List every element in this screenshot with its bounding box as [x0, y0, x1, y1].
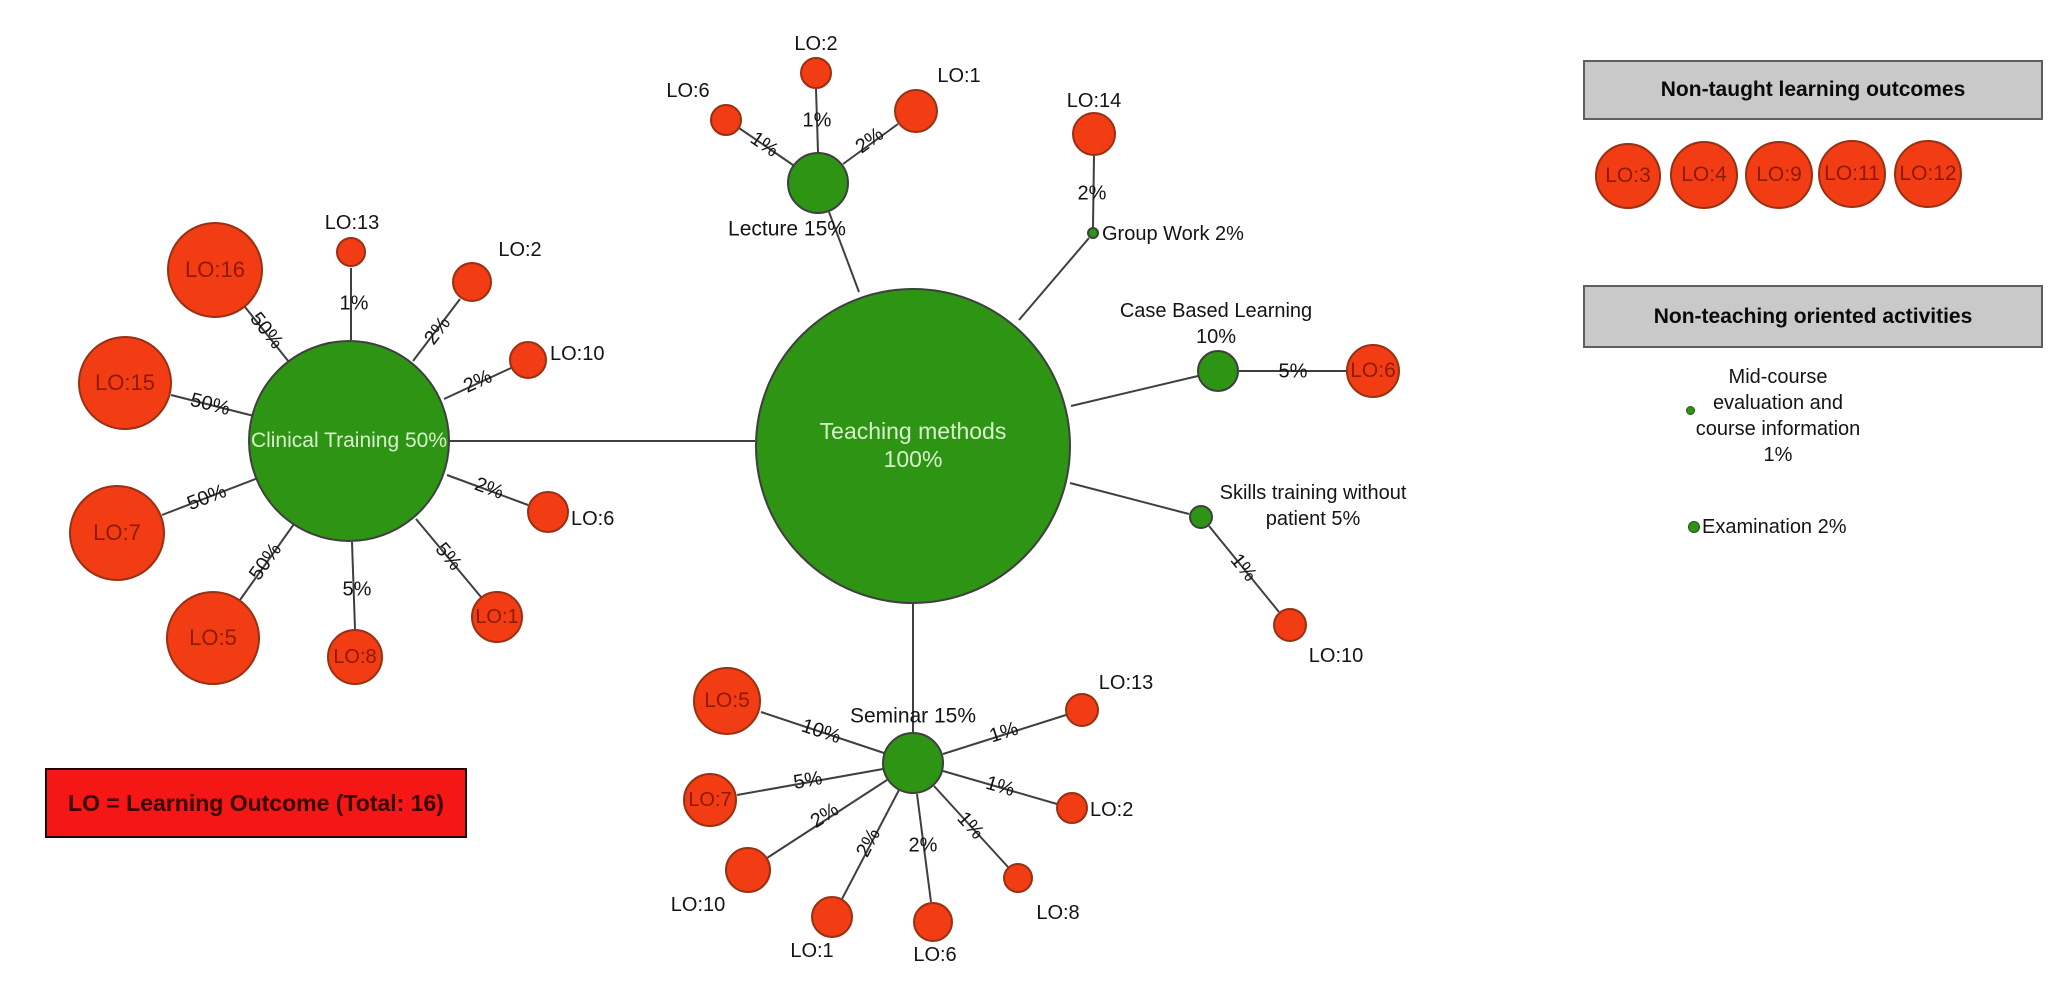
edge-ct-lo6 — [446, 474, 529, 506]
edge-sem-lo13 — [942, 714, 1067, 755]
edge-label-cbl-lo6: 5% — [1278, 360, 1308, 383]
edge-label-ct-lo8: 5% — [342, 578, 372, 601]
cbl-lo6-node: LO:6 — [1346, 344, 1400, 398]
edge-sem-lo6 — [916, 793, 932, 903]
nt-lo12-node: LO:12 — [1894, 140, 1962, 208]
ct-lo16-node: LO:16 — [167, 222, 263, 318]
edge-lec-lo2 — [815, 88, 819, 153]
edge-tm-cbl — [1070, 375, 1199, 407]
edge-ct-lo15 — [170, 394, 255, 417]
lec-lo6-node — [710, 104, 742, 136]
ct-lo10-node — [509, 341, 547, 379]
examination-label: Examination 2% — [1702, 516, 1847, 538]
edge-ct-lo16 — [244, 306, 290, 363]
lecture-node — [787, 152, 849, 214]
sem-lo8-label: LO:8 — [1036, 902, 1080, 924]
sem-lo2-node — [1056, 792, 1088, 824]
edge-sem-lo8 — [933, 785, 1009, 868]
non-teaching-header: Non-teaching oriented activities — [1583, 285, 2043, 348]
edge-lec-lo6 — [738, 127, 794, 166]
ct-lo15-node: LO:15 — [78, 336, 172, 430]
edge-tm-lecture — [828, 211, 860, 293]
ct-lo13-label: LO:13 — [324, 212, 380, 234]
group-work-node — [1087, 227, 1099, 239]
case-based-learning-label: Case Based Learning 10% — [1119, 300, 1313, 348]
ct-lo6-label: LO:6 — [571, 508, 615, 530]
sem-lo1-node — [811, 896, 853, 938]
gw-lo14-label: LO:14 — [1066, 90, 1122, 112]
sem-lo6-label: LO:6 — [913, 944, 957, 966]
seminar-node — [882, 732, 944, 794]
edge-st-lo10 — [1208, 525, 1280, 613]
edge-label-ct-lo13: 1% — [339, 292, 369, 315]
ct-lo7-node: LO:7 — [69, 485, 165, 581]
ct-lo10-label: LO:10 — [550, 343, 605, 365]
mid-course-dot-icon — [1686, 406, 1695, 415]
lec-lo6-label: LO:6 — [666, 80, 710, 102]
lec-lo1-label: LO:1 — [937, 65, 981, 87]
edge-sem-lo7 — [736, 768, 884, 796]
skills-training-label: Skills training without patient 5% — [1219, 482, 1407, 530]
edge-sem-lo1 — [841, 789, 900, 900]
edge-label-lec-lo2: 1% — [802, 109, 832, 132]
ct-lo1-node: LO:1 — [471, 591, 523, 643]
edge-ct-lo10 — [443, 367, 512, 400]
sem-lo7-node: LO:7 — [683, 773, 737, 827]
edge-ct-lo7 — [161, 477, 259, 516]
edge-sem-lo2 — [942, 770, 1058, 805]
nt-lo3-node: LO:3 — [1595, 143, 1661, 209]
edge-label-gw-lo14: 2% — [1077, 182, 1107, 205]
lecture-label: Lecture 15% — [728, 217, 846, 241]
seminar-label: Seminar 15% — [849, 704, 977, 728]
lec-lo1-node — [894, 89, 938, 133]
nt-lo9-node: LO:9 — [1745, 141, 1813, 209]
lec-lo2-node — [800, 57, 832, 89]
edge-label-sem-lo6: 2% — [908, 834, 938, 857]
sem-lo2-label: LO:2 — [1090, 799, 1134, 821]
sem-lo1-label: LO:1 — [790, 940, 834, 962]
edge-tm-skills — [1069, 482, 1190, 515]
edge-ct-lo8 — [351, 541, 356, 630]
examination-dot-icon — [1688, 521, 1700, 533]
skills-training-node — [1189, 505, 1213, 529]
ct-lo2-node — [452, 262, 492, 302]
edge-tm-groupwork — [1018, 237, 1090, 321]
group-work-label: Group Work 2% — [1102, 223, 1244, 245]
edge-gw-lo14 — [1092, 155, 1095, 228]
edge-ct-lo2 — [412, 298, 461, 362]
mid-course-label: Mid-course evaluation and course informa… — [1695, 366, 1861, 466]
st-lo10-node — [1273, 608, 1307, 642]
lo-definition-legend: LO = Learning Outcome (Total: 16) — [45, 768, 467, 838]
sem-lo13-node — [1065, 693, 1099, 727]
non-taught-header: Non-taught learning outcomes — [1583, 60, 2043, 120]
edge-sem-lo5 — [760, 711, 885, 754]
sem-lo6-node — [913, 902, 953, 942]
nt-lo11-node: LO:11 — [1818, 140, 1886, 208]
sem-lo10-label: LO:10 — [670, 894, 726, 916]
lec-lo2-label: LO:2 — [794, 33, 838, 55]
sem-lo5-node: LO:5 — [693, 667, 761, 735]
gw-lo14-node — [1072, 112, 1116, 156]
ct-lo6-node — [527, 491, 569, 533]
nt-lo4-node: LO:4 — [1670, 141, 1738, 209]
case-based-learning-node — [1197, 350, 1239, 392]
teaching-methods-node: Teaching methods 100% — [755, 288, 1071, 604]
ct-lo2-label: LO:2 — [498, 239, 542, 261]
clinical-training-node: Clinical Training 50% — [248, 340, 450, 542]
sem-lo8-node — [1003, 863, 1033, 893]
sem-lo13-label: LO:13 — [1098, 672, 1154, 694]
ct-lo5-node: LO:5 — [166, 591, 260, 685]
edge-ct-lo1 — [415, 518, 482, 598]
edge-sem-lo10 — [766, 779, 888, 859]
edge-lec-lo1 — [842, 123, 899, 165]
sem-lo10-node — [725, 847, 771, 893]
ct-lo8-node: LO:8 — [327, 629, 383, 685]
edge-ct-lo5 — [239, 523, 295, 601]
st-lo10-label: LO:10 — [1308, 645, 1364, 667]
ct-lo13-node — [336, 237, 366, 267]
